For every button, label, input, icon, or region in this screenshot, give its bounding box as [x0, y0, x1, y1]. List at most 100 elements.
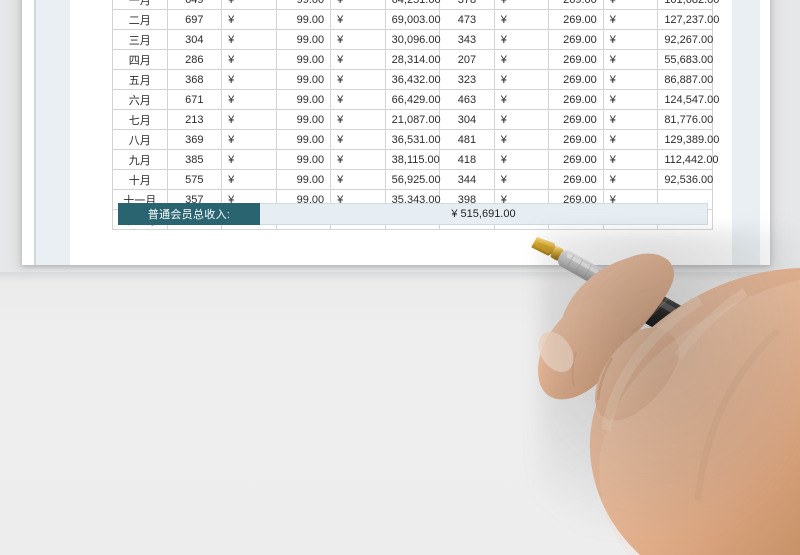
cell-vip-income[interactable]: 101,682.00: [657, 0, 719, 10]
cell-normal-price-symbol[interactable]: ¥: [221, 109, 277, 130]
cell-month[interactable]: 四月: [112, 49, 168, 70]
cell-month[interactable]: 三月: [112, 29, 168, 50]
cell-vip-count[interactable]: 473: [439, 9, 495, 30]
cell-normal-price[interactable]: 99.00: [275, 9, 332, 30]
table-row[interactable]: 一月649¥99.00¥64,251.00378¥269.00¥101,682.…: [112, 0, 719, 10]
cell-normal-count[interactable]: 213: [166, 109, 223, 130]
cell-vip-price[interactable]: 269.00: [548, 29, 604, 50]
cell-normal-income[interactable]: 56,925.00: [384, 169, 441, 190]
cell-normal-income[interactable]: 30,096.00: [384, 29, 441, 50]
cell-vip-count[interactable]: 343: [439, 29, 495, 50]
cell-normal-income-symbol[interactable]: ¥: [330, 129, 386, 150]
cell-vip-income-symbol[interactable]: ¥: [602, 169, 659, 190]
cell-vip-price-symbol[interactable]: ¥: [493, 149, 550, 170]
cell-normal-count[interactable]: 575: [166, 169, 223, 190]
cell-vip-income[interactable]: 86,887.00: [657, 69, 713, 90]
cell-vip-income-symbol[interactable]: ¥: [602, 0, 659, 10]
cell-normal-income[interactable]: 36,531.00: [384, 129, 441, 150]
cell-vip-income[interactable]: 112,442.00: [657, 149, 719, 170]
cell-normal-price[interactable]: 99.00: [275, 169, 332, 190]
cell-normal-price[interactable]: 99.00: [275, 0, 332, 10]
cell-vip-income[interactable]: 55,683.00: [657, 49, 713, 70]
cell-normal-count[interactable]: 385: [166, 149, 223, 170]
cell-vip-price[interactable]: 269.00: [548, 0, 604, 10]
cell-month[interactable]: 二月: [112, 9, 168, 30]
cell-normal-income-symbol[interactable]: ¥: [330, 109, 386, 130]
cell-normal-price[interactable]: 99.00: [275, 49, 332, 70]
cell-vip-income-symbol[interactable]: ¥: [602, 109, 659, 130]
cell-normal-count[interactable]: 649: [166, 0, 223, 10]
cell-vip-income[interactable]: 81,776.00: [657, 109, 713, 130]
cell-month[interactable]: 一月: [112, 0, 168, 10]
cell-vip-price[interactable]: 269.00: [548, 69, 604, 90]
cell-vip-price-symbol[interactable]: ¥: [493, 109, 550, 130]
cell-vip-count[interactable]: 418: [439, 149, 495, 170]
cell-vip-count[interactable]: 378: [439, 0, 495, 10]
table-row[interactable]: 三月 304 ¥99.00 ¥30,096.00 343 ¥269.00 ¥92,267.0…: [112, 29, 713, 50]
cell-vip-income[interactable]: 127,237.00: [657, 9, 719, 30]
cell-normal-price-symbol[interactable]: ¥: [221, 169, 277, 190]
cell-normal-income[interactable]: 64,251.00: [384, 0, 441, 10]
cell-vip-count[interactable]: 481: [439, 129, 495, 150]
cell-normal-income-symbol[interactable]: ¥: [330, 0, 386, 10]
cell-normal-price[interactable]: 99.00: [275, 69, 332, 90]
cell-normal-price[interactable]: 99.00: [275, 149, 332, 170]
cell-vip-price[interactable]: 269.00: [548, 9, 604, 30]
table-row[interactable]: 十月 575 ¥99.00 ¥56,925.00 344 ¥269.00 ¥92,536.0…: [112, 169, 713, 190]
cell-vip-price-symbol[interactable]: ¥: [493, 0, 550, 10]
cell-normal-income-symbol[interactable]: ¥: [330, 29, 386, 50]
cell-normal-count[interactable]: 671: [166, 89, 223, 110]
cell-vip-income[interactable]: 129,389.00: [657, 129, 719, 150]
cell-vip-price-symbol[interactable]: ¥: [493, 89, 550, 110]
cell-month[interactable]: 六月: [112, 89, 168, 110]
cell-normal-income[interactable]: 69,003.00: [384, 9, 441, 30]
cell-vip-price-symbol[interactable]: ¥: [493, 169, 550, 190]
cell-vip-income-symbol[interactable]: ¥: [602, 89, 659, 110]
cell-vip-price[interactable]: 269.00: [548, 149, 604, 170]
cell-normal-price-symbol[interactable]: ¥: [221, 89, 277, 110]
cell-normal-price-symbol[interactable]: ¥: [221, 29, 277, 50]
cell-vip-income[interactable]: 92,267.00: [657, 29, 713, 50]
cell-normal-count[interactable]: 368: [166, 69, 223, 90]
cell-vip-income-symbol[interactable]: ¥: [602, 49, 659, 70]
cell-vip-price-symbol[interactable]: ¥: [493, 29, 550, 50]
cell-vip-price[interactable]: 269.00: [548, 169, 604, 190]
cell-vip-income-symbol[interactable]: ¥: [602, 129, 659, 150]
cell-month[interactable]: 五月: [112, 69, 168, 90]
cell-vip-price[interactable]: 269.00: [548, 109, 604, 130]
table-row[interactable]: 九月 385 ¥99.00 ¥38,115.00 418 ¥269.00 ¥112,442.…: [112, 149, 719, 170]
cell-normal-income-symbol[interactable]: ¥: [330, 69, 386, 90]
cell-vip-count[interactable]: 207: [439, 49, 495, 70]
cell-vip-price[interactable]: 269.00: [548, 129, 604, 150]
cell-vip-price-symbol[interactable]: ¥: [493, 9, 550, 30]
cell-normal-price-symbol[interactable]: ¥: [221, 69, 277, 90]
cell-month[interactable]: 八月: [112, 129, 168, 150]
cell-normal-income-symbol[interactable]: ¥: [330, 89, 386, 110]
table-row[interactable]: 八月 369 ¥99.00 ¥36,531.00 481 ¥269.00 ¥129,389.…: [112, 129, 719, 150]
cell-normal-price[interactable]: 99.00: [275, 109, 332, 130]
cell-normal-price-symbol[interactable]: ¥: [221, 49, 277, 70]
cell-vip-count[interactable]: 323: [439, 69, 495, 90]
cell-normal-income[interactable]: 21,087.00: [384, 109, 441, 130]
cell-normal-income[interactable]: 28,314.00: [384, 49, 441, 70]
cell-vip-income-symbol[interactable]: ¥: [602, 29, 659, 50]
cell-month[interactable]: 七月: [112, 109, 168, 130]
cell-normal-count[interactable]: 286: [166, 49, 223, 70]
table-row[interactable]: 二月 697 ¥99.00 ¥69,003.00 473 ¥269.00 ¥127,237.…: [112, 9, 719, 30]
cell-vip-price-symbol[interactable]: ¥: [493, 49, 550, 70]
cell-normal-price-symbol[interactable]: ¥: [221, 129, 277, 150]
table-row[interactable]: 四月 286 ¥99.00 ¥28,314.00 207 ¥269.00 ¥55,683.0…: [112, 49, 713, 70]
cell-vip-count[interactable]: 304: [439, 109, 495, 130]
cell-vip-income[interactable]: 92,536.00: [657, 169, 713, 190]
table-row[interactable]: 七月 213 ¥99.00 ¥21,087.00 304 ¥269.00 ¥81,776.0…: [112, 109, 713, 130]
cell-vip-income[interactable]: 124,547.00: [657, 89, 719, 110]
cell-vip-count[interactable]: 344: [439, 169, 495, 190]
cell-normal-income-symbol[interactable]: ¥: [330, 9, 386, 30]
cell-month[interactable]: 九月: [112, 149, 168, 170]
cell-vip-income-symbol[interactable]: ¥: [602, 9, 659, 30]
cell-normal-count[interactable]: 369: [166, 129, 223, 150]
cell-normal-price[interactable]: 99.00: [275, 129, 332, 150]
cell-normal-income[interactable]: 66,429.00: [384, 89, 441, 110]
cell-vip-income-symbol[interactable]: ¥: [602, 69, 659, 90]
cell-normal-income[interactable]: 38,115.00: [384, 149, 441, 170]
